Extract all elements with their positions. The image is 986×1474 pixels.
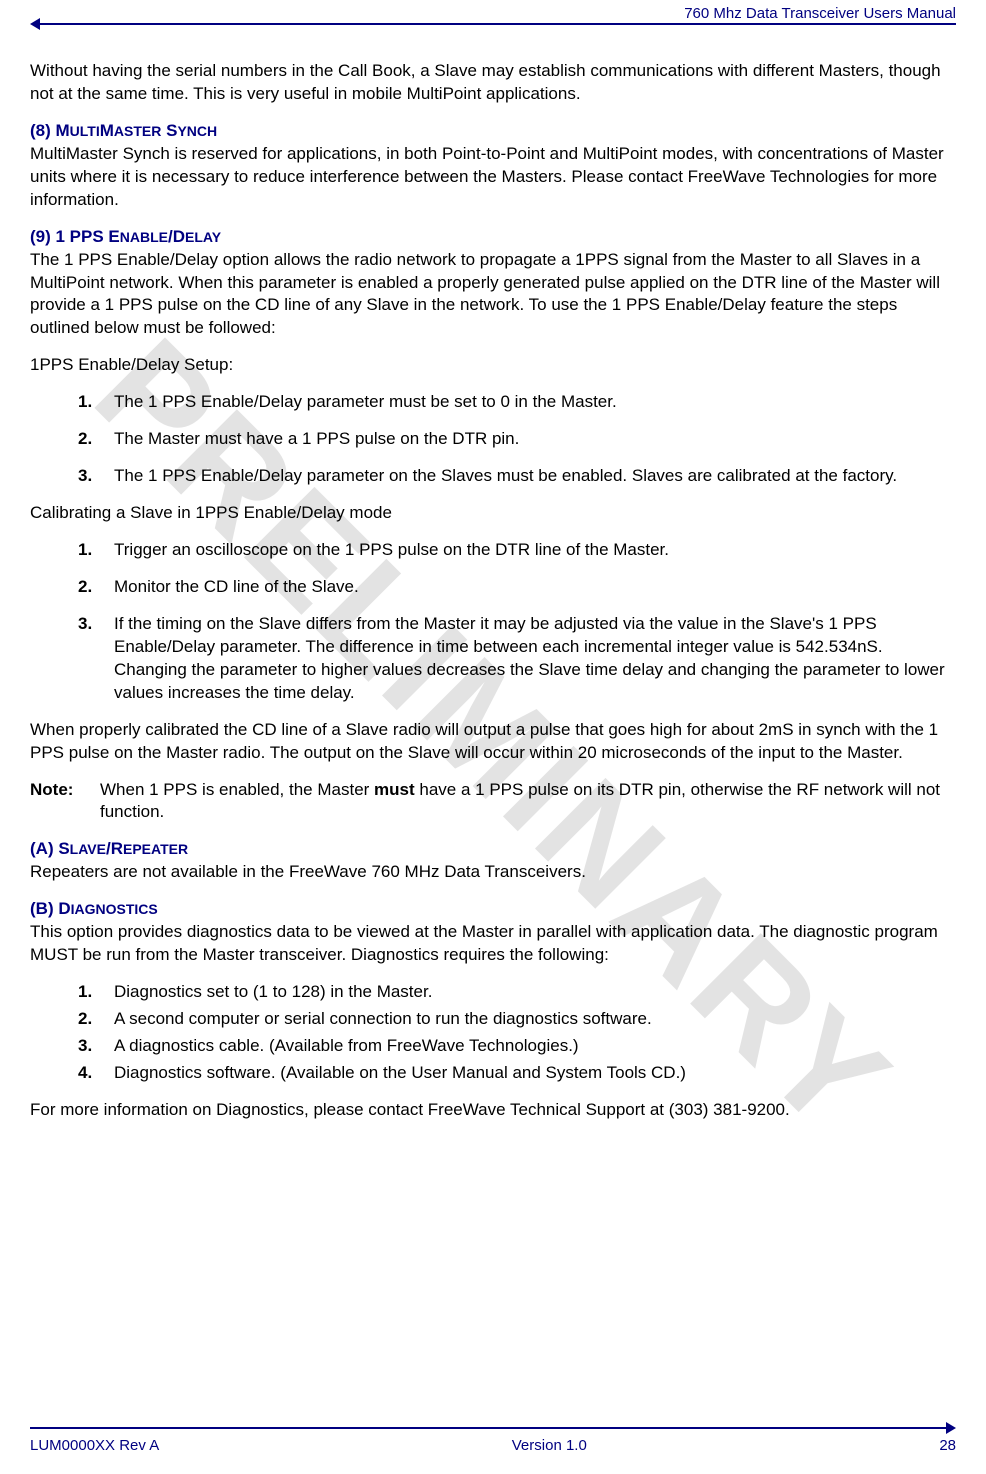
list-item: 1.Trigger an oscilloscope on the 1 PPS p…: [78, 539, 956, 562]
list-item: 1.Diagnostics set to (1 to 128) in the M…: [78, 981, 956, 1004]
list-item: 4.Diagnostics software. (Available on th…: [78, 1062, 956, 1085]
section-9-text: The 1 PPS Enable/Delay option allows the…: [30, 249, 956, 341]
note-bold: must: [374, 780, 415, 799]
list-text: The Master must have a 1 PPS pulse on th…: [114, 428, 519, 451]
footer-line: [30, 1427, 946, 1429]
footer-right: 28: [939, 1436, 956, 1456]
footer-left: LUM0000XX Rev A: [30, 1436, 159, 1456]
intro-paragraph: Without having the serial numbers in the…: [30, 60, 956, 106]
list-item: 3.The 1 PPS Enable/Delay parameter on th…: [78, 465, 956, 488]
list-text: Monitor the CD line of the Slave.: [114, 576, 359, 599]
list-item: 2.The Master must have a 1 PPS pulse on …: [78, 428, 956, 451]
list-text: The 1 PPS Enable/Delay parameter on the …: [114, 465, 897, 488]
setup-list: 1.The 1 PPS Enable/Delay parameter must …: [78, 391, 956, 488]
section-8-text: MultiMaster Synch is reserved for applic…: [30, 143, 956, 212]
list-num: 3.: [78, 465, 114, 488]
note-pre: When 1 PPS is enabled, the Master: [100, 780, 374, 799]
list-item: 3.If the timing on the Slave differs fro…: [78, 613, 956, 705]
note-row: Note: When 1 PPS is enabled, the Master …: [30, 779, 956, 825]
list-num: 4.: [78, 1062, 114, 1085]
heading-8-text: (8) MULTIMASTER SYNCH: [30, 121, 217, 140]
calib-label: Calibrating a Slave in 1PPS Enable/Delay…: [30, 502, 956, 525]
list-item: 3.A diagnostics cable. (Available from F…: [78, 1035, 956, 1058]
page-content: Without having the serial numbers in the…: [30, 60, 956, 1136]
list-item: 1.The 1 PPS Enable/Delay parameter must …: [78, 391, 956, 414]
heading-a-text: (A) SLAVE/REPEATER: [30, 839, 188, 858]
list-item: 2.Monitor the CD line of the Slave.: [78, 576, 956, 599]
section-b-text: This option provides diagnostics data to…: [30, 921, 956, 967]
list-num: 2.: [78, 428, 114, 451]
footer-rule: [30, 1426, 956, 1430]
section-8-heading: (8) MULTIMASTER SYNCH: [30, 120, 956, 143]
header-line: [40, 23, 956, 25]
list-num: 2.: [78, 576, 114, 599]
section-b-after: For more information on Diagnostics, ple…: [30, 1099, 956, 1122]
list-num: 1.: [78, 539, 114, 562]
after-calib-text: When properly calibrated the CD line of …: [30, 719, 956, 765]
footer-center: Version 1.0: [512, 1436, 587, 1456]
heading-9-text: (9) 1 PPS ENABLE/DELAY: [30, 227, 221, 246]
arrow-left-icon: [30, 18, 40, 30]
list-num: 3.: [78, 613, 114, 705]
list-num: 1.: [78, 391, 114, 414]
heading-b-text: (B) DIAGNOSTICS: [30, 899, 158, 918]
section-b-heading: (B) DIAGNOSTICS: [30, 898, 956, 921]
list-text: Trigger an oscilloscope on the 1 PPS pul…: [114, 539, 669, 562]
list-num: 2.: [78, 1008, 114, 1031]
list-text: A second computer or serial connection t…: [114, 1008, 652, 1031]
list-num: 1.: [78, 981, 114, 1004]
setup-label: 1PPS Enable/Delay Setup:: [30, 354, 956, 377]
list-text: Diagnostics set to (1 to 128) in the Mas…: [114, 981, 432, 1004]
note-label: Note:: [30, 779, 100, 825]
list-text: If the timing on the Slave differs from …: [114, 613, 956, 705]
footer: LUM0000XX Rev A Version 1.0 28: [30, 1436, 956, 1456]
diagnostics-list: 1.Diagnostics set to (1 to 128) in the M…: [78, 981, 956, 1085]
list-text: The 1 PPS Enable/Delay parameter must be…: [114, 391, 617, 414]
list-num: 3.: [78, 1035, 114, 1058]
section-9-heading: (9) 1 PPS ENABLE/DELAY: [30, 226, 956, 249]
section-a-text: Repeaters are not available in the FreeW…: [30, 861, 956, 884]
section-a-heading: (A) SLAVE/REPEATER: [30, 838, 956, 861]
note-text: When 1 PPS is enabled, the Master must h…: [100, 779, 956, 825]
list-text: Diagnostics software. (Available on the …: [114, 1062, 686, 1085]
list-text: A diagnostics cable. (Available from Fre…: [114, 1035, 579, 1058]
arrow-right-icon: [946, 1422, 956, 1434]
header-rule: [30, 22, 956, 26]
list-item: 2.A second computer or serial connection…: [78, 1008, 956, 1031]
calib-list: 1.Trigger an oscilloscope on the 1 PPS p…: [78, 539, 956, 705]
